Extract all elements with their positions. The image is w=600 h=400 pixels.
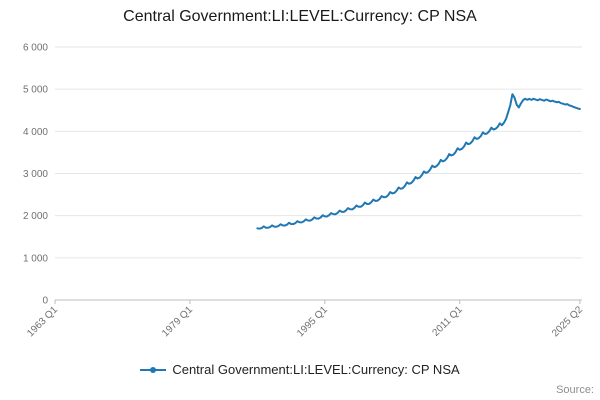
y-tick-label: 5 000 xyxy=(23,85,48,96)
series-line xyxy=(256,93,581,230)
y-tick-label: 1 000 xyxy=(23,253,48,264)
line-series-marker-icon xyxy=(140,366,167,373)
x-tick-label: 2025 Q2 xyxy=(550,304,585,339)
legend-label: Central Government:LI:LEVEL:Currency: CP… xyxy=(172,362,460,377)
chart-title: Central Government:LI:LEVEL:Currency: CP… xyxy=(123,8,477,25)
x-tick-label: 1979 Q1 xyxy=(160,304,195,339)
y-tick-label: 6 000 xyxy=(23,43,48,54)
x-tick-label: 1995 Q1 xyxy=(295,304,330,339)
source-label: Source: xyxy=(556,384,594,396)
legend: Central Government:LI:LEVEL:Currency: CP… xyxy=(0,362,600,377)
x-tick-label: 1963 Q1 xyxy=(25,304,60,339)
line-chart: 0 1 000 2 000 3 000 4 000 5 000 6 000 1963 Q1 19… xyxy=(23,43,585,340)
y-tick-label: 0 xyxy=(42,296,48,307)
y-tick-label: 3 000 xyxy=(23,169,48,180)
x-tick-label: 2011 Q1 xyxy=(430,304,465,339)
y-tick-label: 2 000 xyxy=(23,211,48,222)
legend-item[interactable]: Central Government:LI:LEVEL:Currency: CP… xyxy=(140,362,460,377)
y-tick-label: 4 000 xyxy=(23,127,48,138)
